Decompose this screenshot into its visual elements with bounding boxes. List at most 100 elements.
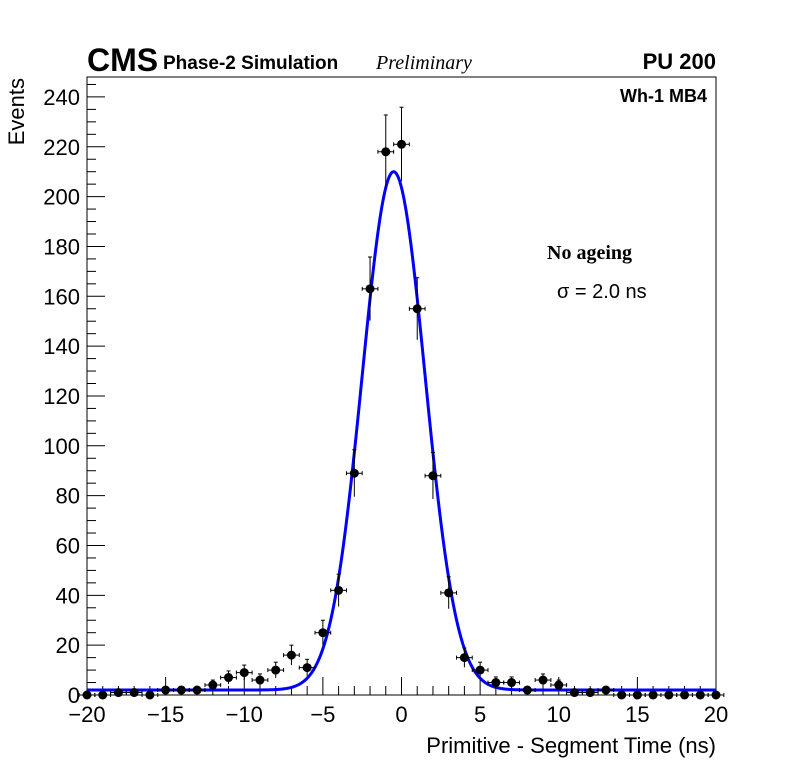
data-marker [664,690,674,700]
data-point [534,673,552,687]
data-point [204,679,222,691]
data-point [220,670,237,685]
data-point [314,619,332,646]
data-marker [554,680,564,690]
data-marker [208,680,218,690]
x-tick-label: −10 [226,702,263,727]
y-axis-tick-labels: 0 20 40 60 80 100 120 140 160 180 200 220 240 [43,85,80,708]
data-point [235,664,253,681]
data-marker [255,675,265,685]
y-axis-title: Events [4,78,29,145]
simulation-label: Phase-2 Simulation [163,53,338,74]
data-point [691,690,709,700]
data-point [660,690,678,700]
data-marker [98,690,108,700]
data-marker [491,678,501,688]
data-point [707,690,725,700]
x-tick-label: 15 [625,702,649,727]
x-tick-label: −20 [68,702,105,727]
x-axis-title: Primitive - Segment Time (ns) [426,733,716,758]
data-points [78,106,725,700]
data-marker [569,688,579,698]
pileup-label: PU 200 [643,49,716,74]
y-tick-label: 120 [43,384,80,409]
data-point [487,676,505,689]
experiment-label: CMS [87,42,158,78]
x-tick-label: 10 [547,702,571,727]
data-marker [145,690,155,700]
y-tick-label: 80 [56,484,80,509]
data-marker [271,665,281,675]
data-marker [601,685,611,695]
data-point [361,256,379,321]
y-tick-label: 140 [43,334,80,359]
data-point [440,576,458,609]
y-tick-label: 200 [43,185,80,210]
data-marker [381,147,391,157]
data-marker [129,688,139,698]
y-tick-label: 60 [56,533,80,558]
data-marker [334,585,344,595]
preliminary-label: Preliminary [375,52,472,74]
data-point [393,106,410,182]
data-marker [459,653,469,663]
data-marker [224,673,234,683]
data-point [644,690,662,700]
category-label: Wh-1 MB4 [620,86,707,106]
data-marker [286,650,296,660]
data-point [518,685,536,695]
y-tick-label: 20 [56,633,80,658]
data-marker [113,688,123,698]
data-marker [648,690,658,700]
data-point [456,647,473,668]
data-point [581,688,599,698]
data-marker [302,663,312,673]
data-point [283,644,300,666]
data-point [188,685,206,695]
data-point [141,690,159,700]
resolution-annotation: σ = 2.0 ns [557,281,647,303]
data-point [676,690,693,700]
data-marker [711,690,721,700]
y-tick-label: 180 [43,234,80,259]
condition-annotation: No ageing [547,242,632,264]
x-tick-label: −5 [310,702,335,727]
x-tick-label: 0 [395,702,407,727]
y-tick-label: 0 [68,683,80,708]
data-point [629,690,646,700]
data-point [78,690,96,700]
y-tick-label: 240 [43,85,80,110]
data-point [298,658,316,676]
data-point [471,661,489,678]
x-tick-label: 20 [704,702,728,727]
data-marker [365,284,375,294]
data-point [157,685,174,695]
y-tick-label: 40 [56,583,80,608]
data-point [172,685,190,695]
data-point [345,449,363,497]
data-marker [82,690,92,700]
data-marker [695,690,705,700]
y-tick-label: 220 [43,135,80,160]
data-marker [617,690,627,700]
data-point [597,685,615,695]
data-point [330,573,347,607]
x-tick-label: 5 [474,702,486,727]
y-tick-label: 160 [43,284,80,309]
data-point [424,451,442,500]
data-marker [176,685,186,695]
data-point [613,690,631,700]
x-axis-tick-labels: −20 −15 −10 −5 0 5 10 15 20 [68,702,728,727]
data-marker [397,139,406,149]
data-point [267,661,285,678]
data-marker [318,628,328,638]
data-marker [632,690,642,700]
data-marker [239,668,249,678]
data-marker [428,471,438,481]
data-marker [585,688,595,698]
data-point [503,676,520,689]
data-marker [444,588,454,598]
data-marker [349,468,359,478]
data-marker [522,685,532,695]
